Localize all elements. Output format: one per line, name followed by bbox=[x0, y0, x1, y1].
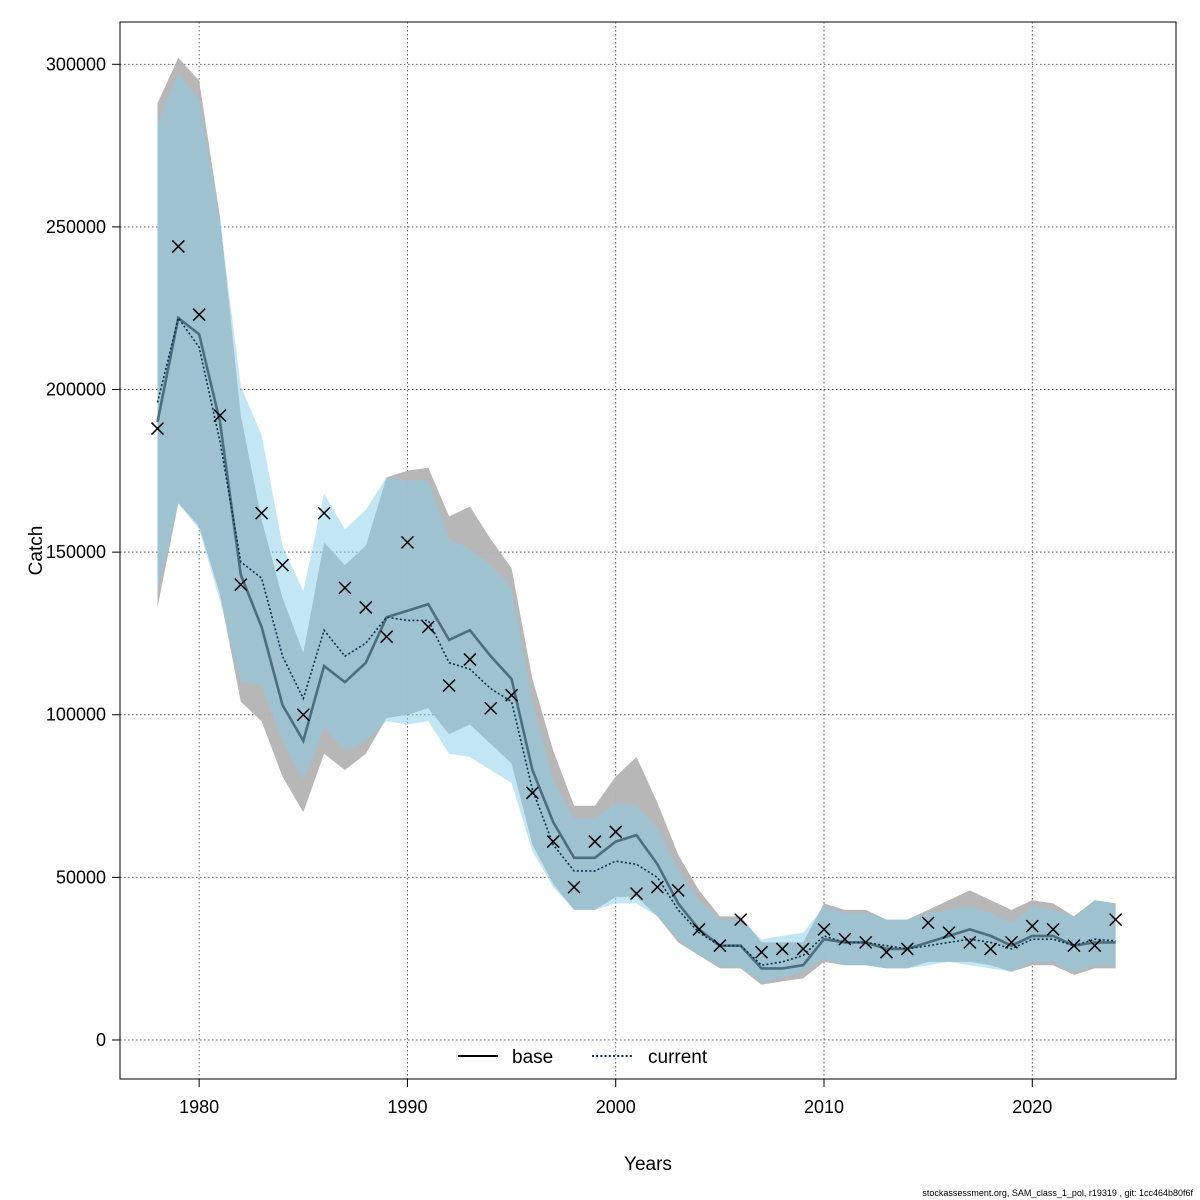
observed-point-1981 bbox=[213, 408, 227, 423]
observed-point-2011 bbox=[838, 932, 852, 946]
observed-markers bbox=[150, 239, 1123, 959]
x-axis-title: Years bbox=[624, 1154, 672, 1175]
x-tick-label-1980: 1980 bbox=[179, 1097, 219, 1117]
legend-base-label: base bbox=[512, 1047, 553, 1068]
observed-point-2007 bbox=[754, 945, 769, 959]
legend-current-label: current bbox=[648, 1047, 708, 1068]
observed-point-2004 bbox=[692, 922, 706, 936]
y-axis-title: Catch bbox=[26, 526, 47, 576]
observed-point-1995 bbox=[505, 688, 519, 702]
observed-point-2002 bbox=[650, 880, 664, 894]
observed-point-2015 bbox=[921, 916, 935, 930]
observed-point-1997 bbox=[546, 835, 560, 849]
observed-point-2008 bbox=[775, 942, 789, 956]
observed-point-2016 bbox=[942, 926, 956, 940]
observed-point-1987 bbox=[338, 581, 352, 595]
observed-point-1978 bbox=[150, 422, 165, 436]
observed-point-1982 bbox=[234, 578, 248, 592]
observed-point-1994 bbox=[484, 701, 498, 715]
y-tick-label-250000: 250000 bbox=[46, 217, 106, 237]
observed-point-2005 bbox=[713, 939, 727, 953]
observed-point-2017 bbox=[963, 935, 977, 949]
series-lines bbox=[156, 315, 1116, 970]
x-tick-label-2010: 2010 bbox=[804, 1097, 844, 1117]
observed-point-2013 bbox=[879, 945, 894, 959]
x-tick-label-2020: 2020 bbox=[1012, 1097, 1052, 1117]
observed-point-1986 bbox=[317, 506, 331, 520]
y-tick-label-50000: 50000 bbox=[56, 867, 106, 887]
observed-point-1979 bbox=[171, 239, 185, 253]
observed-point-1998 bbox=[567, 880, 581, 894]
grid bbox=[120, 22, 1176, 1079]
base-line bbox=[156, 315, 1116, 970]
y-tick-label-150000: 150000 bbox=[46, 542, 106, 562]
observed-point-2014 bbox=[900, 942, 914, 956]
observed-point-1996 bbox=[525, 786, 539, 800]
observed-point-1980 bbox=[192, 308, 206, 322]
observed-point-2010 bbox=[817, 922, 831, 936]
observed-point-2003 bbox=[671, 883, 685, 897]
observed-point-1983 bbox=[255, 506, 269, 520]
confidence-bands bbox=[157, 57, 1116, 985]
y-tick-label-300000: 300000 bbox=[46, 54, 106, 74]
observed-point-1989 bbox=[380, 630, 394, 644]
y-tick-label-100000: 100000 bbox=[46, 705, 106, 725]
footer-note: stockassessment.org, SAM_class_1_pol, r1… bbox=[922, 1188, 1193, 1198]
observed-point-2009 bbox=[796, 942, 810, 956]
observed-point-1990 bbox=[400, 535, 414, 549]
observed-point-2020 bbox=[1025, 919, 1039, 933]
observed-point-1993 bbox=[463, 652, 477, 666]
observed-point-1991 bbox=[421, 620, 435, 634]
observed-point-1984 bbox=[275, 558, 289, 572]
x-tick-label-2000: 2000 bbox=[596, 1097, 636, 1117]
observed-point-2024 bbox=[1109, 913, 1123, 927]
observed-point-1992 bbox=[442, 678, 456, 693]
observed-point-1999 bbox=[588, 835, 602, 849]
current-band bbox=[157, 74, 1116, 982]
legend: base current bbox=[458, 1047, 708, 1068]
axes: 1980 1990 2000 2010 2020 0 50000 100000 150000 20… bbox=[46, 54, 1052, 1117]
observed-point-2019 bbox=[1004, 935, 1018, 949]
observed-point-2006 bbox=[734, 913, 748, 927]
current-line bbox=[156, 316, 1116, 967]
observed-point-1988 bbox=[359, 600, 373, 614]
base-band bbox=[157, 57, 1116, 985]
observed-point-2018 bbox=[984, 942, 998, 956]
y-tick-label-0: 0 bbox=[96, 1030, 106, 1050]
observed-point-1985 bbox=[296, 708, 310, 722]
y-tick-label-200000: 200000 bbox=[46, 380, 106, 400]
observed-point-2023 bbox=[1088, 939, 1102, 953]
observed-point-2000 bbox=[609, 825, 623, 839]
observed-point-2022 bbox=[1067, 939, 1081, 953]
observed-point-2001 bbox=[630, 887, 644, 901]
observed-point-2021 bbox=[1046, 922, 1060, 936]
plot-frame bbox=[119, 21, 1177, 1080]
x-tick-label-1990: 1990 bbox=[387, 1097, 427, 1117]
observed-point-2012 bbox=[859, 935, 873, 949]
